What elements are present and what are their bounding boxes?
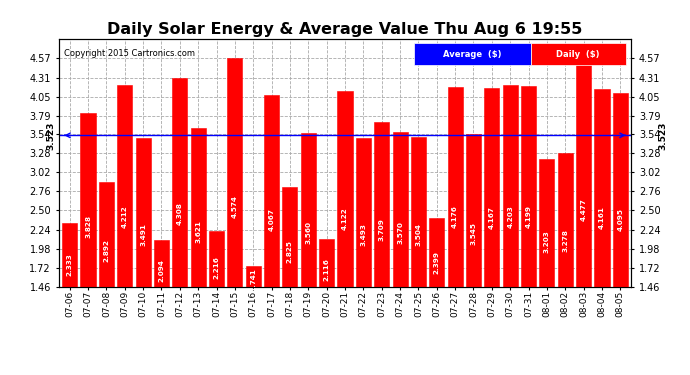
- Bar: [540, 159, 555, 287]
- Text: 4.167: 4.167: [489, 206, 495, 229]
- Text: 3.523: 3.523: [658, 121, 667, 150]
- Text: 4.199: 4.199: [526, 205, 531, 228]
- Bar: [466, 134, 481, 287]
- Text: 3.709: 3.709: [379, 217, 385, 240]
- Text: 4.067: 4.067: [268, 209, 275, 231]
- Bar: [613, 93, 628, 287]
- Bar: [227, 58, 242, 287]
- Bar: [246, 266, 261, 287]
- Text: 2.825: 2.825: [287, 240, 293, 263]
- Text: 4.574: 4.574: [232, 195, 238, 218]
- Bar: [595, 88, 609, 287]
- Bar: [319, 239, 334, 287]
- Bar: [558, 153, 573, 287]
- Bar: [503, 86, 518, 287]
- Text: 3.570: 3.570: [397, 221, 403, 244]
- Text: 4.161: 4.161: [599, 206, 605, 229]
- Text: 1.741: 1.741: [250, 268, 256, 291]
- Bar: [448, 87, 463, 287]
- Bar: [393, 132, 408, 287]
- Text: 4.203: 4.203: [507, 205, 513, 228]
- Bar: [576, 65, 591, 287]
- Bar: [209, 231, 224, 287]
- Text: 3.560: 3.560: [305, 221, 311, 245]
- FancyBboxPatch shape: [531, 43, 626, 65]
- Text: 2.116: 2.116: [324, 259, 330, 282]
- Bar: [172, 78, 187, 287]
- Bar: [81, 113, 95, 287]
- Bar: [99, 182, 114, 287]
- Text: 2.399: 2.399: [434, 251, 440, 274]
- Text: 4.095: 4.095: [618, 208, 623, 231]
- Bar: [282, 187, 297, 287]
- Text: Daily  ($): Daily ($): [556, 50, 600, 59]
- Bar: [301, 133, 316, 287]
- Bar: [429, 218, 444, 287]
- Bar: [484, 88, 500, 287]
- Text: 3.523: 3.523: [46, 121, 55, 150]
- Text: 2.216: 2.216: [213, 256, 219, 279]
- Text: 4.212: 4.212: [121, 205, 128, 228]
- Bar: [62, 223, 77, 287]
- Text: 2.892: 2.892: [104, 238, 110, 262]
- Bar: [135, 138, 150, 287]
- Text: 4.176: 4.176: [452, 206, 458, 228]
- Bar: [521, 86, 536, 287]
- Text: 3.278: 3.278: [562, 229, 569, 252]
- Text: 4.477: 4.477: [580, 198, 586, 221]
- Text: 2.094: 2.094: [159, 259, 164, 282]
- Text: 3.545: 3.545: [471, 222, 477, 245]
- Bar: [374, 122, 389, 287]
- Text: 3.828: 3.828: [85, 214, 91, 237]
- Bar: [411, 137, 426, 287]
- Bar: [154, 240, 169, 287]
- Text: 3.493: 3.493: [360, 223, 366, 246]
- FancyBboxPatch shape: [414, 43, 531, 65]
- Text: Average  ($): Average ($): [443, 50, 502, 59]
- Text: Copyright 2015 Cartronics.com: Copyright 2015 Cartronics.com: [64, 49, 195, 58]
- Text: 4.122: 4.122: [342, 207, 348, 230]
- Text: 3.203: 3.203: [544, 231, 550, 254]
- Bar: [117, 85, 132, 287]
- Bar: [356, 138, 371, 287]
- Bar: [337, 92, 353, 287]
- Text: 3.621: 3.621: [195, 220, 201, 243]
- Title: Daily Solar Energy & Average Value Thu Aug 6 19:55: Daily Solar Energy & Average Value Thu A…: [108, 22, 582, 37]
- Text: 4.308: 4.308: [177, 202, 183, 225]
- Bar: [190, 128, 206, 287]
- Text: 3.491: 3.491: [140, 223, 146, 246]
- Text: 3.504: 3.504: [415, 223, 422, 246]
- Text: 2.333: 2.333: [67, 253, 72, 276]
- Bar: [264, 95, 279, 287]
